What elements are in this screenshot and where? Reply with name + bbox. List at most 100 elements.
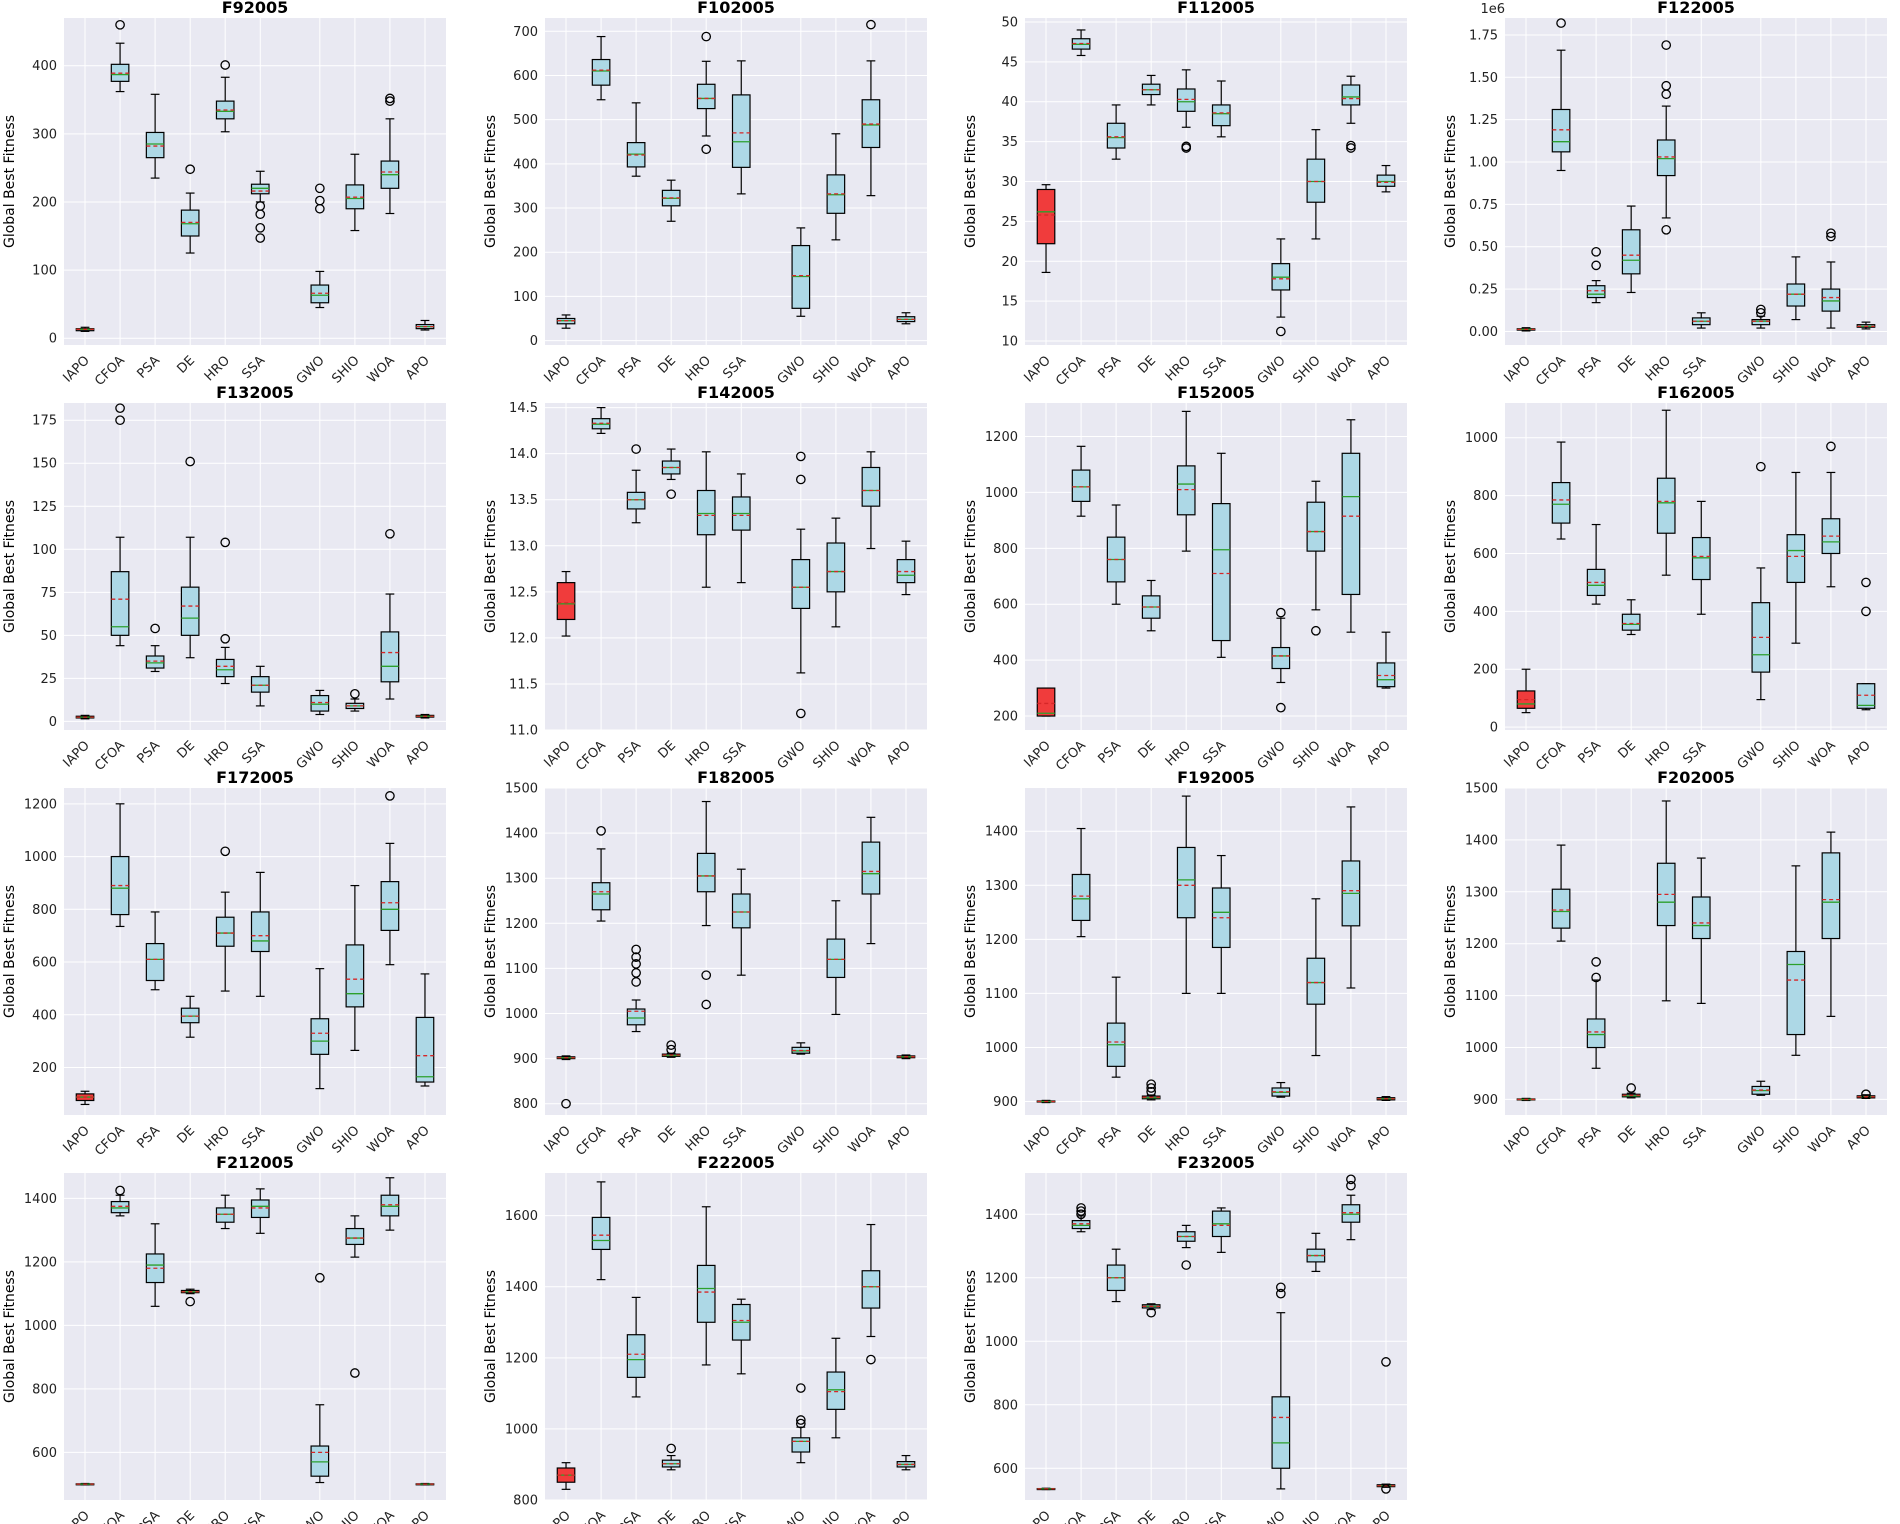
y-tick-label: 35 [1001,135,1018,150]
box-iqr [1821,288,1841,312]
plot-area [64,1173,446,1500]
x-tick-label: PSA [615,1508,644,1524]
panel-F112005: 10 15 20 25 30 35 40 45 50 F112005 Global Best Fit… [963,0,1407,389]
box-iqr [1071,1220,1091,1230]
box-HRO [696,1206,716,1366]
x-tick-label: DE [655,1508,679,1524]
y-tick-label: 40 [1001,95,1018,110]
y-tick-label: 100 [32,264,57,279]
x-tick-label: APO [884,1508,914,1524]
box-SSA [250,1188,270,1234]
outlier-point [1275,1288,1286,1299]
y-axis-label: Global Best Fitness [2,1270,18,1403]
y-axis-label: Global Best Fitness [483,885,499,1018]
y-tick-label: 600 [1473,547,1498,562]
box-APO [415,1482,435,1486]
x-tick-label: DE [174,1508,198,1524]
box-CFOA [1551,441,1571,540]
outlier-point [1346,140,1356,151]
box-HRO [696,800,716,1010]
box-DE [180,1288,200,1307]
y-tick-label: 13.5 [509,493,538,508]
x-tick-label: WOA [846,1508,879,1524]
box-iqr [1751,318,1771,326]
x-tick-label: CFOA [1533,353,1569,389]
box-APO [1376,1096,1396,1102]
box-SHIO [1306,1232,1326,1273]
x-tick-label: HRO [683,738,714,769]
x-tick-label: APO [403,1508,433,1524]
outlier-point [314,195,325,206]
box-iqr [250,676,270,693]
y-tick-label: 1000 [505,1007,538,1022]
panel-title: F162005 [1657,383,1735,402]
box-iqr [345,1227,365,1246]
box-iqr [1071,873,1091,922]
panel-F222005: 800 1000 1200 1400 1600 F222005 Global Best Fi… [483,1153,927,1524]
box-CFOA [1071,29,1091,57]
x-tick-label: IAPO [1501,1123,1533,1155]
box-WOA [1341,419,1361,633]
x-tick-label: APO [884,1123,914,1153]
y-tick-label: 800 [32,1382,57,1397]
y-axis-label: Global Best Fitness [1443,885,1459,1018]
outlier-point [666,489,677,500]
plot-area [1505,788,1887,1115]
panel-title: F92005 [222,0,289,17]
x-tick-label: SSA [239,1508,268,1524]
y-tick-label: 1400 [985,825,1018,840]
x-tick-label: HRO [1643,353,1674,384]
box-SSA [250,170,270,243]
x-tick-label: WOA [846,1123,879,1156]
panel-F152005: 200 400 600 800 1000 1200 F152005 Global Best F… [963,383,1407,774]
outlier-point [1826,231,1836,242]
outlier-point [866,19,876,30]
box-iqr [1306,501,1326,552]
x-tick-label: WOA [365,738,398,771]
y-tick-label: 300 [32,127,57,142]
x-tick-label: SSA [720,1508,749,1524]
x-tick-label: GWO [294,353,328,387]
y-tick-label: 1100 [1465,989,1498,1004]
box-iqr [1786,283,1806,307]
box-iqr [180,209,200,237]
box-iqr [110,1200,130,1214]
x-tick-label: IAPO [541,1123,573,1155]
y-tick-label: 200 [32,1061,57,1076]
outlier-point [1381,1484,1391,1494]
box-DE [1621,1083,1641,1099]
x-tick-label: CFOA [1053,1508,1089,1524]
x-tick-label: APO [1844,353,1874,383]
x-tick-label: DE [655,353,679,377]
y-tick-label: 1.00 [1469,156,1498,171]
box-iqr [826,542,846,593]
x-tick-label: DE [655,1123,679,1147]
x-tick-label: SSA [1200,353,1229,382]
box-SHIO [1786,471,1806,644]
box-SSA [731,473,751,584]
box-GWO [791,1042,811,1055]
box-IAPO [1036,1099,1056,1104]
y-tick-label: 1100 [505,962,538,977]
box-WOA [1341,806,1361,989]
box-GWO [310,968,330,1090]
y-tick-label: 0 [1490,721,1498,736]
outlier-point [1275,326,1286,337]
x-tick-label: CFOA [573,353,609,389]
y-axis-label: Global Best Fitness [2,500,18,633]
outlier-point [115,19,125,30]
box-APO [1376,1357,1396,1494]
box-iqr [1551,481,1571,524]
y-tick-label: 1400 [505,827,538,842]
outlier-point [1381,1357,1391,1367]
x-tick-label: SHIO [810,1508,843,1524]
x-tick-label: SSA [239,353,268,382]
x-tick-label: SSA [1200,1123,1229,1152]
panel-title: F192005 [1177,768,1255,787]
x-tick-label: SSA [1680,738,1709,767]
box-DE [180,456,200,659]
box-IAPO [75,1482,95,1486]
x-tick-label: IAPO [1021,738,1053,770]
x-tick-label: CFOA [573,738,609,774]
outlier-point [795,1415,806,1425]
